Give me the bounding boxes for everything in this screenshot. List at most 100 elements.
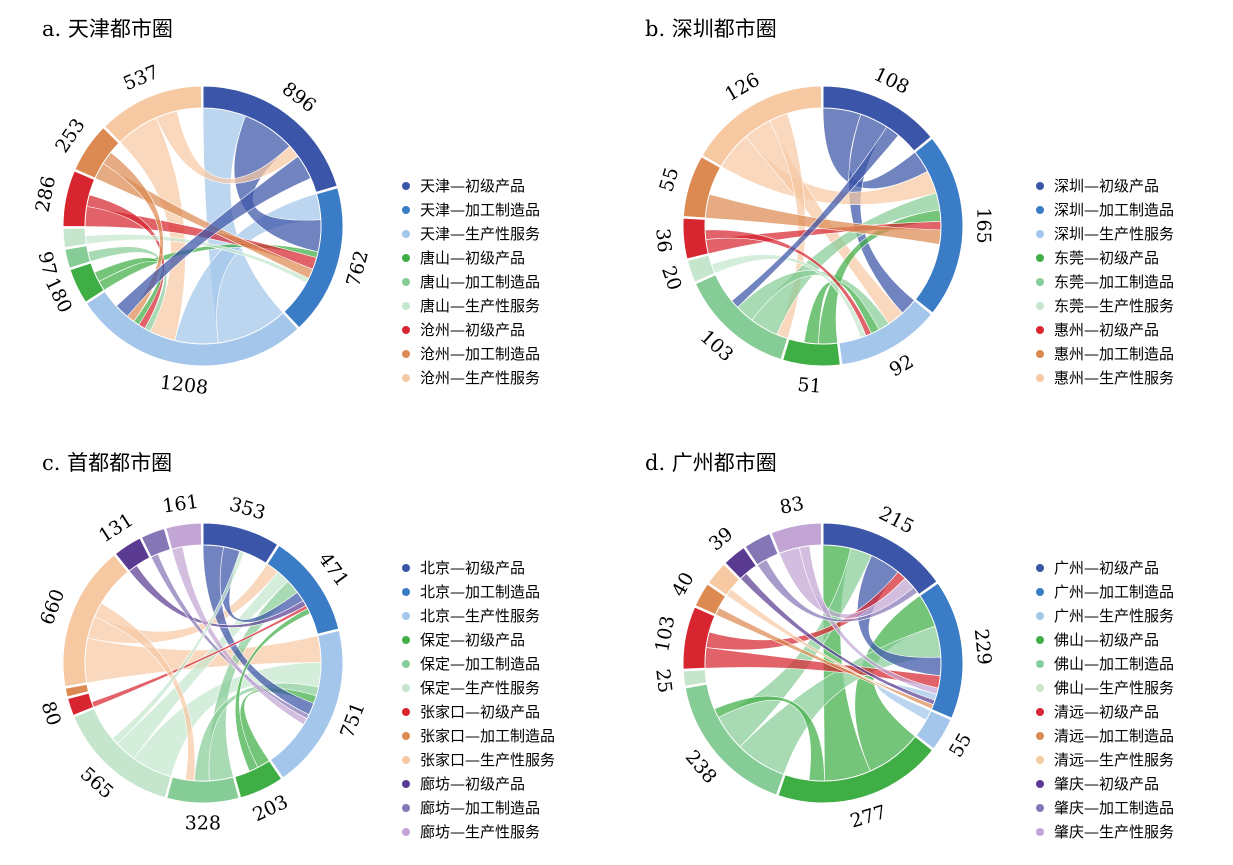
legend-swatch bbox=[402, 684, 410, 692]
group-arc bbox=[269, 629, 344, 779]
arc-value-label: 165 bbox=[972, 207, 994, 243]
legend-swatch bbox=[402, 206, 410, 214]
group-arc bbox=[682, 217, 709, 260]
legend-entry: 惠州—加工制造品 bbox=[1054, 345, 1174, 363]
legend-entry: 北京—生产性服务 bbox=[420, 607, 540, 625]
group-arc bbox=[914, 137, 964, 314]
arc-value-label: 55 bbox=[655, 165, 683, 195]
legend-entry: 唐山—初级产品 bbox=[420, 249, 525, 267]
arc-value-label: 286 bbox=[31, 174, 60, 214]
legend-entry: 沧州—生产性服务 bbox=[420, 369, 540, 387]
legend-swatch bbox=[1036, 636, 1044, 644]
chord-panel-3: d. 广州都市圈2152295527723825103403983广州—初级产品… bbox=[645, 451, 1174, 841]
arc-value-label: 215 bbox=[875, 502, 917, 538]
legend-swatch bbox=[402, 374, 410, 382]
ribbons bbox=[704, 544, 942, 782]
group-arc bbox=[234, 759, 283, 799]
arc-value-label: 229 bbox=[970, 628, 996, 666]
group-arc bbox=[103, 85, 203, 143]
legend-entry: 佛山—初级产品 bbox=[1054, 631, 1159, 649]
ribbons bbox=[704, 107, 942, 345]
group-arc bbox=[684, 683, 785, 796]
legend-swatch bbox=[1036, 708, 1044, 716]
arc-value-label: 762 bbox=[342, 248, 373, 289]
chord-panel-1: b. 深圳都市圈1081659251103203655126深圳—初级产品深圳—… bbox=[645, 17, 1174, 398]
group-arc bbox=[62, 554, 129, 688]
legend-entry: 天津—生产性服务 bbox=[420, 225, 540, 243]
legend-entry: 唐山—生产性服务 bbox=[420, 297, 540, 315]
group-arc bbox=[822, 522, 938, 596]
group-arcs bbox=[682, 85, 964, 367]
legend-swatch bbox=[1036, 326, 1044, 334]
legend-entry: 佛山—加工制造品 bbox=[1054, 655, 1174, 673]
legend-swatch bbox=[1036, 230, 1044, 238]
legend-swatch bbox=[402, 612, 410, 620]
chord-panel-2: c. 首都都市圈35347175120332856580660131161北京—… bbox=[36, 451, 555, 841]
group-arc bbox=[202, 522, 279, 564]
group-arc bbox=[838, 299, 933, 366]
arc-value-label: 660 bbox=[36, 586, 69, 628]
legend-entry: 佛山—生产性服务 bbox=[1054, 679, 1174, 697]
arc-value-label: 51 bbox=[797, 374, 823, 398]
panel-title: c. 首都都市圈 bbox=[42, 451, 172, 475]
group-arc bbox=[74, 126, 120, 179]
legend-swatch bbox=[1036, 804, 1044, 812]
arc-value-label: 751 bbox=[336, 699, 369, 741]
legend-swatch bbox=[402, 732, 410, 740]
legend-swatch bbox=[1036, 684, 1044, 692]
ribbons bbox=[84, 107, 322, 345]
group-arc bbox=[202, 85, 338, 194]
legend-entry: 东莞—加工制造品 bbox=[1054, 273, 1174, 291]
group-arcs bbox=[62, 522, 344, 804]
legend-entry: 廊坊—生产性服务 bbox=[420, 823, 540, 841]
legend-entry: 沧州—初级产品 bbox=[420, 321, 525, 339]
legend-entry: 肇庆—加工制造品 bbox=[1054, 799, 1174, 817]
ribbons bbox=[84, 544, 322, 782]
arc-value-label: 36 bbox=[651, 227, 675, 253]
group-arc bbox=[64, 245, 92, 269]
legend-swatch bbox=[1036, 206, 1044, 214]
legend: 广州—初级产品广州—加工制造品广州—生产性服务佛山—初级产品佛山—加工制造品佛山… bbox=[1036, 559, 1174, 841]
legend-swatch bbox=[1036, 756, 1044, 764]
legend-swatch bbox=[1036, 780, 1044, 788]
legend-entry: 北京—加工制造品 bbox=[420, 583, 540, 601]
arc-value-label: 39 bbox=[705, 523, 738, 555]
legend-entry: 清远—生产性服务 bbox=[1054, 751, 1174, 769]
legend-swatch bbox=[1036, 350, 1044, 358]
legend-entry: 肇庆—生产性服务 bbox=[1054, 823, 1174, 841]
legend-entry: 清远—初级产品 bbox=[1054, 703, 1159, 721]
arc-value-label: 203 bbox=[249, 791, 291, 826]
legend-swatch bbox=[402, 780, 410, 788]
group-arc bbox=[165, 522, 203, 550]
legend-entry: 广州—初级产品 bbox=[1054, 559, 1159, 577]
legend-entry: 廊坊—初级产品 bbox=[420, 775, 525, 793]
group-arc bbox=[85, 290, 299, 367]
legend-entry: 惠州—初级产品 bbox=[1054, 321, 1159, 339]
legend-entry: 保定—初级产品 bbox=[420, 631, 525, 649]
arc-value-label: 97 bbox=[34, 249, 61, 278]
group-arc bbox=[62, 227, 87, 249]
arc-value-label: 1208 bbox=[159, 371, 210, 399]
legend-swatch bbox=[402, 804, 410, 812]
legend-entry: 广州—加工制造品 bbox=[1054, 583, 1174, 601]
legend-swatch bbox=[1036, 374, 1044, 382]
legend-entry: 保定—生产性服务 bbox=[420, 679, 540, 697]
legend-swatch bbox=[1036, 182, 1044, 190]
group-arc bbox=[770, 522, 823, 555]
arc-value-label: 537 bbox=[120, 61, 162, 95]
legend-swatch bbox=[402, 182, 410, 190]
legend-swatch bbox=[402, 326, 410, 334]
arc-value-label: 161 bbox=[161, 491, 200, 518]
legend-swatch bbox=[402, 230, 410, 238]
legend-entry: 清远—加工制造品 bbox=[1054, 727, 1174, 745]
group-arc bbox=[782, 338, 841, 367]
panel-title: a. 天津都市圈 bbox=[42, 17, 173, 41]
legend: 天津—初级产品天津—加工制造品天津—生产性服务唐山—初级产品唐山—加工制造品唐山… bbox=[402, 177, 540, 387]
group-arcs bbox=[682, 522, 964, 804]
group-arc bbox=[140, 527, 171, 558]
group-arc bbox=[822, 85, 932, 152]
legend-swatch bbox=[1036, 278, 1044, 286]
legend-swatch bbox=[402, 564, 410, 572]
